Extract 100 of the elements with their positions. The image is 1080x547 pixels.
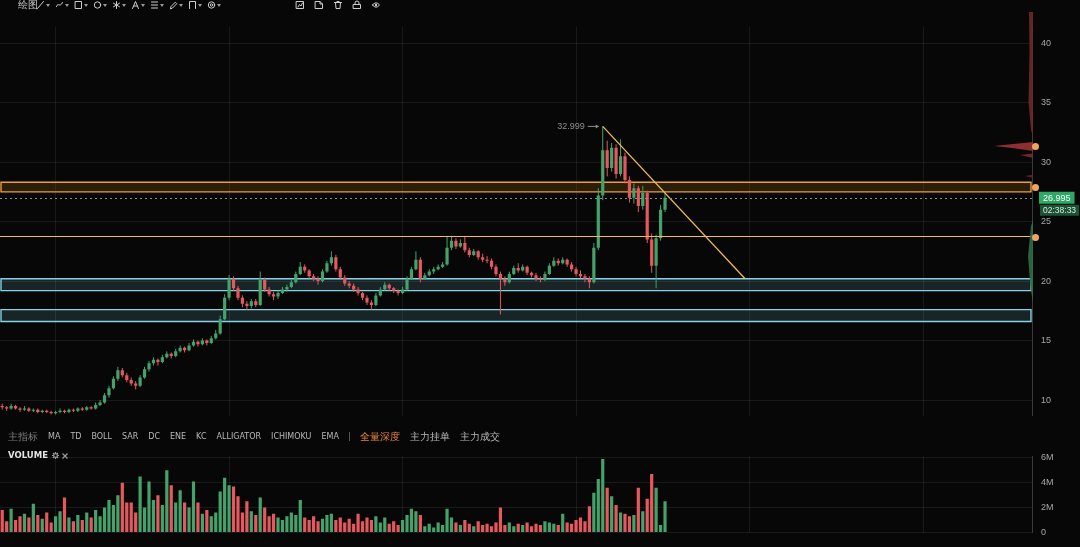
bar — [378, 522, 382, 533]
bar — [76, 515, 80, 533]
bar — [107, 500, 111, 533]
bar — [423, 526, 427, 533]
bar — [169, 485, 173, 533]
bar — [570, 523, 574, 533]
candlestick — [498, 271, 503, 315]
bar — [414, 511, 418, 533]
bar — [147, 481, 151, 533]
candlestick — [414, 250, 418, 271]
candlestick — [156, 357, 160, 367]
bar — [258, 497, 262, 533]
bar — [36, 515, 40, 533]
bar — [614, 505, 618, 533]
bar — [18, 516, 22, 533]
candlestick — [98, 399, 102, 407]
bar — [409, 508, 414, 533]
bar — [561, 513, 565, 533]
text: SAR — [121, 431, 139, 441]
bar — [71, 521, 75, 533]
bar — [369, 520, 374, 533]
bar — [289, 512, 293, 533]
bar — [67, 517, 71, 533]
candlestick — [285, 284, 289, 293]
candlestick — [583, 273, 587, 283]
candlestick — [276, 290, 280, 300]
bar — [538, 525, 543, 533]
candlestick — [18, 406, 22, 413]
candlestick — [218, 315, 222, 336]
bar — [129, 502, 133, 533]
bar — [294, 515, 298, 533]
candlestick — [534, 272, 538, 282]
text: TD — [70, 431, 82, 441]
bar — [627, 516, 632, 533]
bar — [271, 513, 276, 533]
bar — [334, 520, 338, 533]
annotation: VOLUME — [8, 450, 48, 460]
bar — [62, 497, 67, 533]
y-tick-label: 20 — [1041, 275, 1052, 286]
bar — [365, 517, 369, 533]
bar — [231, 486, 236, 533]
y-tick-label: 25 — [1041, 216, 1052, 227]
bar — [623, 513, 627, 533]
bar — [552, 523, 556, 533]
bar — [223, 477, 227, 533]
candlestick — [485, 255, 489, 264]
bar — [85, 512, 89, 533]
bar — [472, 526, 476, 533]
candlestick — [618, 138, 623, 177]
bar — [512, 526, 516, 533]
bar — [89, 517, 93, 533]
y-tick-label: 6M — [1041, 452, 1054, 463]
bar — [641, 511, 645, 533]
bar — [650, 473, 654, 533]
text: 全量深度 — [359, 430, 400, 442]
candlestick — [641, 185, 645, 211]
annotation: 32.999 — [557, 120, 585, 131]
y-tick-label: 2M — [1041, 502, 1054, 513]
candlestick — [418, 256, 422, 283]
bar — [45, 512, 49, 533]
bar — [196, 502, 200, 533]
y-tick-label: 4M — [1041, 477, 1054, 488]
bar — [489, 526, 494, 533]
candlestick — [227, 274, 231, 301]
bar — [183, 502, 187, 533]
bar — [200, 513, 204, 533]
bar — [178, 490, 182, 533]
candlestick — [454, 237, 458, 250]
candlestick — [196, 340, 200, 348]
bar — [249, 511, 253, 533]
bar — [663, 501, 667, 533]
bar — [356, 513, 360, 533]
bar — [276, 517, 280, 533]
candlestick — [632, 183, 636, 205]
candlestick — [58, 407, 62, 414]
candlestick — [365, 294, 369, 306]
bar — [481, 525, 485, 533]
text: 02:38:33 — [1043, 205, 1077, 216]
bar — [543, 521, 547, 533]
y-tick-label: 40 — [1041, 37, 1052, 48]
candlestick — [605, 140, 609, 177]
bar — [547, 522, 551, 533]
bar — [94, 510, 98, 533]
bar — [516, 523, 520, 533]
bar — [263, 507, 267, 533]
bar — [303, 517, 307, 533]
bar — [507, 522, 511, 533]
bar — [605, 487, 609, 533]
bar — [458, 525, 462, 533]
bar — [592, 492, 596, 533]
text: 绘图 — [18, 0, 38, 10]
bar — [387, 523, 391, 533]
bar — [280, 520, 285, 533]
bar — [13, 520, 18, 533]
bar — [565, 522, 569, 533]
bar — [521, 525, 525, 533]
bar — [525, 522, 529, 533]
candlestick — [663, 192, 667, 213]
bar — [445, 508, 449, 533]
bar — [165, 470, 169, 533]
